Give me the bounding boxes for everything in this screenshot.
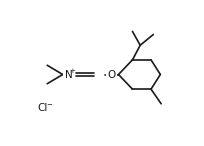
Text: Cl: Cl [37, 103, 48, 113]
Text: N: N [65, 69, 73, 80]
Text: O: O [107, 69, 116, 80]
Text: −: − [46, 101, 52, 108]
Text: +: + [69, 68, 75, 74]
